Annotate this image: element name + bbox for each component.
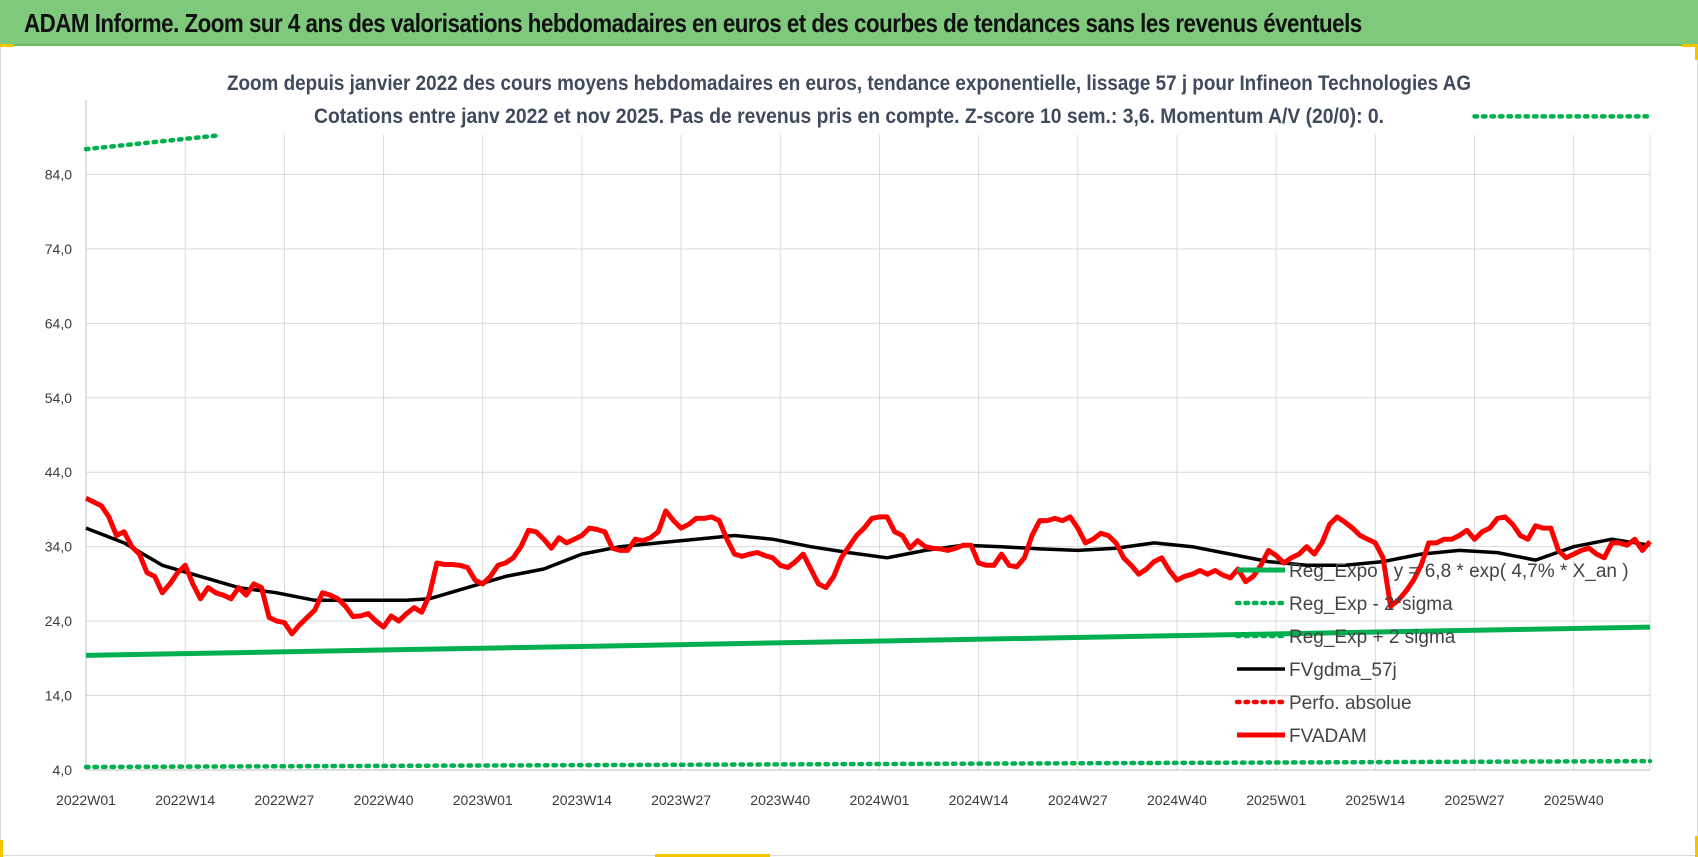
- y-tick-label: 54,0: [45, 390, 72, 406]
- y-tick-label: 24,0: [45, 613, 72, 629]
- x-tick-label: 2024W14: [949, 792, 1009, 808]
- y-tick-label: 14,0: [45, 688, 72, 704]
- x-tick-label: 2023W27: [651, 792, 711, 808]
- x-tick-label: 2022W27: [254, 792, 314, 808]
- plot-area: [83, 114, 1653, 770]
- series-line-fvadam-5: [84, 496, 1652, 637]
- chart-grid: [85, 135, 1651, 771]
- x-tick-label: 2024W40: [1147, 792, 1207, 808]
- x-tick-label: 2025W01: [1246, 792, 1306, 808]
- report-banner: ADAM Informe. Zoom sur 4 ans des valoris…: [0, 0, 1698, 46]
- x-tick-label: 2022W01: [56, 792, 116, 808]
- x-tick-label: 2023W01: [453, 792, 513, 808]
- chart-title: Zoom depuis janvier 2022 des cours moyen…: [227, 72, 1471, 95]
- x-tick-label: 2025W27: [1445, 792, 1505, 808]
- series-line-fvgdma-57j-3: [85, 526, 1651, 603]
- x-tick-label: 2024W01: [849, 792, 909, 808]
- y-tick-label: 74,0: [45, 241, 72, 257]
- x-tick-label: 2024W27: [1048, 792, 1108, 808]
- x-tick-label: 2022W40: [354, 792, 414, 808]
- chart-subtitle: Cotations entre janv 2022 et nov 2025. P…: [314, 105, 1384, 128]
- x-tick-label: 2025W14: [1345, 792, 1405, 808]
- legend-label: FVADAM: [1289, 726, 1367, 747]
- y-tick-label: 44,0: [45, 464, 72, 480]
- legend-label: Reg_Expo : y = 6,8 * exp( 4,7% * X_an ): [1289, 561, 1629, 582]
- report-banner-title: ADAM Informe. Zoom sur 4 ans des valoris…: [24, 8, 1362, 38]
- series-line-reg-exp-2-sigma-1: [83, 758, 1653, 770]
- x-tick-label: 2022W14: [155, 792, 215, 808]
- y-tick-label: 64,0: [45, 315, 72, 331]
- legend-label: Perfo. absolue: [1289, 693, 1412, 714]
- frame-corner-bottom-left: [0, 840, 3, 857]
- legend: Reg_Expo : y = 6,8 * exp( 4,7% * X_an ) R…: [1234, 561, 1629, 747]
- series-line-reg-expo-y-6-8-exp-4-0: [85, 624, 1651, 658]
- y-tick-label: 84,0: [45, 166, 72, 182]
- y-tick-label: 34,0: [45, 539, 72, 555]
- frame-corner-top-left: [0, 44, 14, 47]
- legend-label: Reg_Exp + 2 sigma: [1289, 627, 1456, 648]
- x-tick-label: 2025W40: [1544, 792, 1604, 808]
- y-tick-label: 4,0: [53, 762, 73, 778]
- legend-label: FVgdma_57j: [1289, 660, 1397, 681]
- series-line-reg-exp-2-sigma-2: [83, 133, 218, 152]
- frame-corner-right: [1695, 44, 1698, 60]
- x-tick-label: 2023W40: [750, 792, 810, 808]
- y-axis: 4,0 14,0 24,0 34,0 44,0 54,0 64,0 74,0 84,0: [45, 100, 87, 778]
- frame-corner-top-right: [1682, 44, 1698, 47]
- frame-corner-bottom-right: [1695, 836, 1698, 857]
- x-tick-label: 2023W14: [552, 792, 612, 808]
- x-axis: 2022W01 2022W14 2022W27 2022W40 2023W01 2023W…: [56, 769, 1650, 808]
- frame-marker-bottom: [655, 854, 770, 857]
- legend-label: Reg_Exp - 2*sigma: [1289, 594, 1453, 615]
